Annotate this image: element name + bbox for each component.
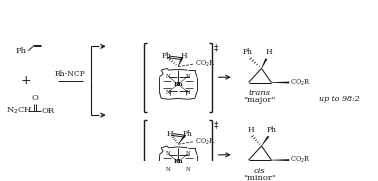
Polygon shape — [178, 57, 183, 67]
Text: Ph: Ph — [183, 130, 193, 138]
Text: Rh: Rh — [173, 82, 183, 87]
Text: N: N — [186, 167, 191, 172]
Text: N: N — [166, 167, 170, 172]
Text: N: N — [186, 151, 191, 156]
Text: CO$_2$R: CO$_2$R — [290, 155, 311, 165]
Polygon shape — [261, 136, 270, 146]
Text: H: H — [265, 48, 272, 56]
Text: OR: OR — [41, 107, 54, 115]
Text: N$_2$CH: N$_2$CH — [6, 106, 33, 116]
Text: Ph: Ph — [15, 47, 26, 55]
Text: Rh-NCP: Rh-NCP — [55, 70, 86, 78]
Polygon shape — [271, 81, 289, 83]
Text: N: N — [186, 74, 191, 79]
Text: Ph: Ph — [266, 126, 276, 134]
Text: "minor": "minor" — [243, 174, 276, 181]
Text: N: N — [166, 151, 170, 156]
Text: trans: trans — [248, 89, 271, 97]
Text: +: + — [21, 74, 31, 87]
Polygon shape — [261, 58, 267, 69]
Text: N: N — [166, 90, 170, 95]
Text: CO$_2$R: CO$_2$R — [195, 59, 216, 69]
Text: CO$_2$R: CO$_2$R — [195, 136, 216, 147]
Text: ‡: ‡ — [214, 120, 218, 129]
Text: CO$_2$R: CO$_2$R — [290, 77, 311, 88]
Text: Rh: Rh — [173, 159, 183, 164]
Text: "major": "major" — [243, 96, 276, 104]
Text: O: O — [32, 94, 39, 102]
Polygon shape — [178, 135, 186, 144]
Text: up to 98:2: up to 98:2 — [319, 95, 359, 103]
Text: Ph: Ph — [243, 48, 253, 56]
Text: H: H — [181, 52, 187, 60]
Text: H: H — [167, 130, 174, 138]
Text: Ph: Ph — [161, 52, 171, 60]
Text: H: H — [247, 126, 254, 134]
Polygon shape — [271, 159, 289, 161]
Text: cis: cis — [254, 167, 265, 175]
Text: ‡: ‡ — [214, 43, 218, 52]
Text: N: N — [186, 90, 191, 95]
Text: N: N — [166, 74, 170, 79]
